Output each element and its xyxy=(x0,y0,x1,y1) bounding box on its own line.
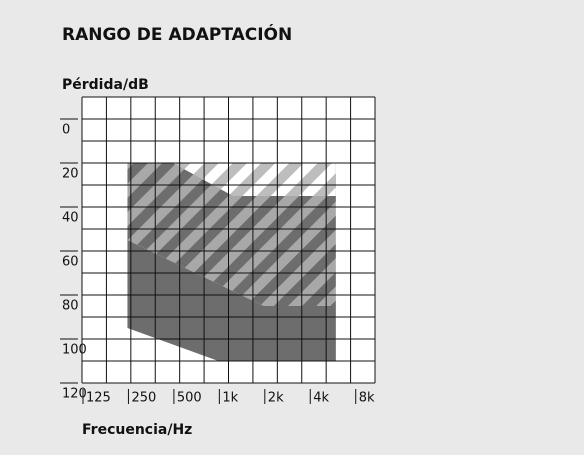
y-tick-label: 20 xyxy=(62,167,79,182)
x-tick-label: 2k xyxy=(268,391,284,406)
y-axis-title: Pérdida/dB xyxy=(62,77,149,93)
x-tick-label: 250 xyxy=(131,391,156,406)
y-tick-label: 60 xyxy=(62,255,79,270)
x-tick-label: 8k xyxy=(359,391,375,406)
y-tick-label: 120 xyxy=(62,387,87,402)
x-tick-label: 500 xyxy=(177,391,202,406)
y-tick-label: 80 xyxy=(62,299,79,314)
x-tick-label: 4k xyxy=(313,391,329,406)
x-tick-label: 125 xyxy=(86,391,111,406)
y-tick-label: 100 xyxy=(62,343,87,358)
x-tick-label: 1k xyxy=(222,391,238,406)
y-tick-label: 0 xyxy=(62,123,70,138)
y-tick-label: 40 xyxy=(62,211,79,226)
fitting-range-area xyxy=(172,163,336,196)
x-axis-title: Frecuencia/Hz xyxy=(82,422,192,438)
chart-title: RANGO DE ADAPTACIÓN xyxy=(62,23,292,45)
